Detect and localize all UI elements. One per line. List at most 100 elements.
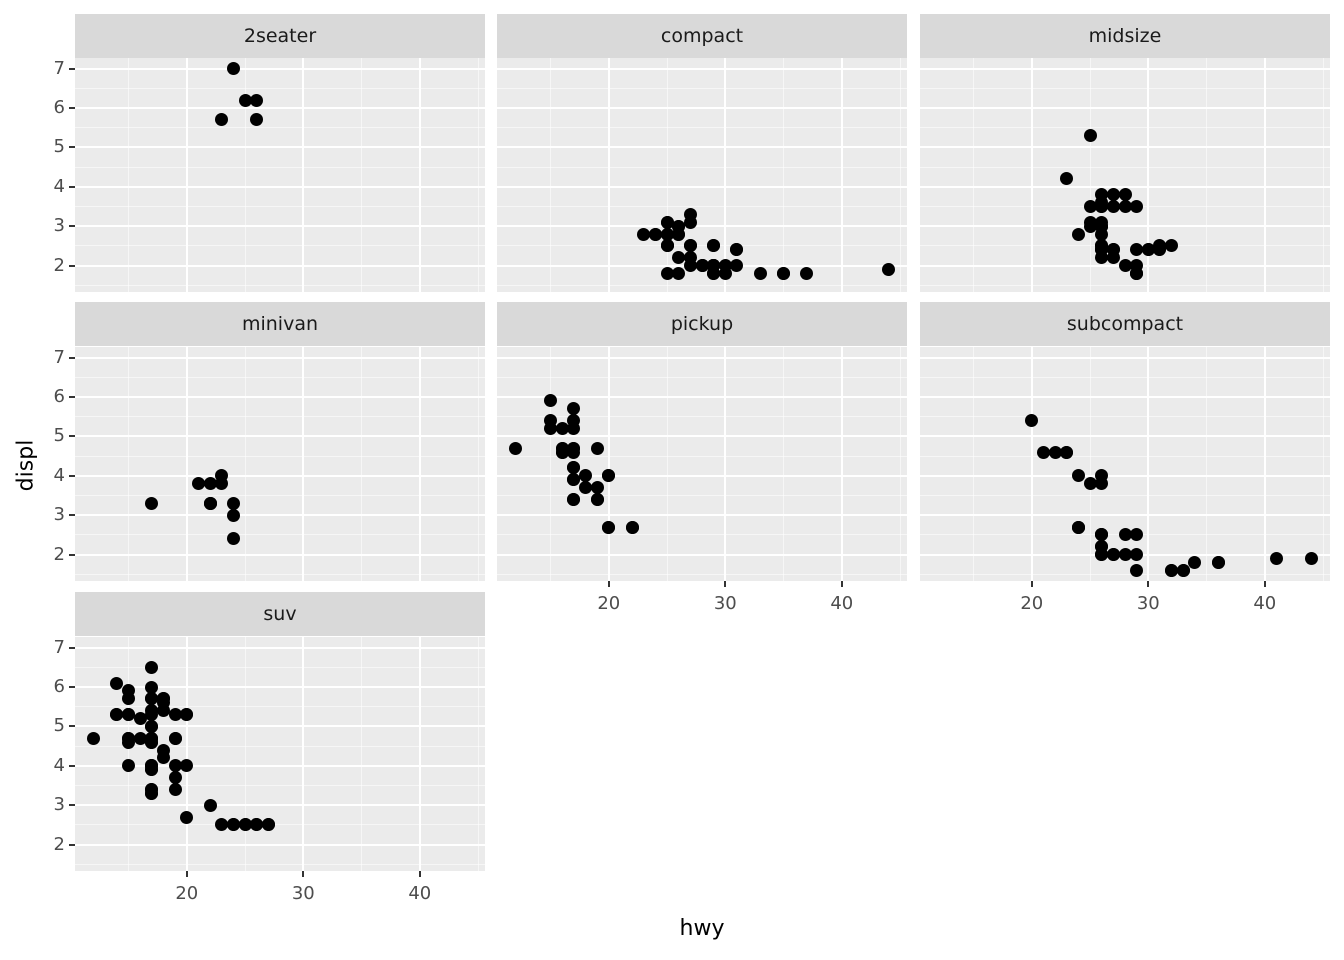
gridline-minor-x <box>1089 58 1091 292</box>
data-point <box>683 207 697 221</box>
gridline-minor-x <box>128 347 130 581</box>
gridline-minor-y <box>75 495 485 496</box>
data-point <box>180 810 194 824</box>
x-tick-label: 40 <box>408 883 432 904</box>
gridline-major-y <box>75 356 485 359</box>
y-tick-label: 3 <box>53 504 65 526</box>
data-point <box>1118 548 1132 562</box>
data-point <box>730 243 744 257</box>
gridline-minor-y <box>920 573 1330 575</box>
y-axis-tick <box>69 264 75 267</box>
gridline-major-y <box>920 225 1330 228</box>
data-point <box>1130 200 1144 213</box>
data-point <box>215 818 229 832</box>
gridline-minor-x <box>1322 58 1324 292</box>
gridline-major-y <box>920 67 1330 70</box>
facet-panel <box>75 637 485 871</box>
y-axis-tick <box>69 396 75 399</box>
gridline-minor-y <box>75 455 485 457</box>
y-tick-label: 3 <box>53 215 65 237</box>
gridline-major-y <box>920 146 1330 149</box>
data-point <box>226 532 240 546</box>
gridline-minor-y <box>75 666 485 668</box>
gridline-minor-y <box>497 455 907 457</box>
gridline-major-y <box>497 396 907 399</box>
data-point <box>203 477 217 491</box>
y-axis-title: displ <box>13 439 39 492</box>
gridline-minor-y <box>75 166 485 168</box>
gridline-minor-y <box>75 87 485 89</box>
gridline-major-x <box>1263 347 1266 581</box>
gridline-major-x <box>724 58 727 292</box>
facet-strip: subcompact <box>920 302 1330 346</box>
y-axis-tick <box>69 67 75 70</box>
x-tick-label: 40 <box>830 593 854 614</box>
gridline-major-y <box>75 804 485 807</box>
gridline-minor-y <box>920 87 1330 89</box>
facet-strip-label: pickup <box>670 313 734 335</box>
data-point <box>1048 445 1062 459</box>
gridline-minor-y <box>75 573 485 575</box>
data-point <box>133 731 147 745</box>
data-point <box>730 259 744 273</box>
data-point <box>145 496 159 510</box>
gridline-minor-x <box>550 58 552 292</box>
data-point <box>157 751 171 765</box>
y-tick-label: 2 <box>53 254 65 276</box>
gridline-minor-x <box>783 347 785 581</box>
data-point <box>555 422 569 436</box>
gridline-major-y <box>497 553 907 556</box>
data-point <box>122 692 136 706</box>
x-axis-title: hwy <box>679 916 725 941</box>
gridline-minor-y <box>497 573 907 575</box>
data-point <box>168 708 182 722</box>
data-point <box>660 215 674 229</box>
data-point <box>145 786 159 800</box>
y-axis-tick <box>69 843 75 846</box>
gridline-minor-x <box>783 58 785 292</box>
gridline-minor-x <box>899 347 901 581</box>
gridline-minor-y <box>920 376 1330 378</box>
data-point <box>191 477 205 491</box>
gridline-major-x <box>418 58 421 292</box>
data-point <box>637 227 651 241</box>
y-axis-tick <box>69 474 75 477</box>
data-point <box>672 251 686 265</box>
y-axis-tick <box>69 107 75 110</box>
data-point <box>1118 200 1132 213</box>
data-point <box>157 704 171 718</box>
x-tick-label: 40 <box>1253 593 1277 614</box>
y-axis-tick <box>69 764 75 767</box>
data-point <box>168 731 182 745</box>
data-point <box>1083 200 1097 213</box>
gridline-minor-x <box>899 58 901 292</box>
y-tick-label: 6 <box>53 97 65 119</box>
data-point <box>1304 552 1318 566</box>
gridline-major-y <box>75 435 485 438</box>
gridline-minor-x <box>1089 347 1091 581</box>
data-point <box>145 735 159 749</box>
data-point <box>695 259 709 273</box>
data-point <box>226 62 240 76</box>
gridline-minor-x <box>1322 347 1324 581</box>
facet-strip-label: suv <box>263 603 297 625</box>
data-point <box>1060 172 1074 186</box>
gridline-minor-y <box>75 863 485 865</box>
y-axis-tick <box>69 646 75 649</box>
data-point <box>672 219 686 233</box>
gridline-minor-x <box>361 347 363 581</box>
gridline-minor-x <box>477 347 479 581</box>
data-point <box>1211 555 1225 569</box>
data-point <box>215 469 229 483</box>
gridline-major-x <box>840 347 843 581</box>
data-point <box>180 708 194 722</box>
gridline-major-y <box>75 843 485 846</box>
gridline-major-y <box>920 396 1330 399</box>
gridline-minor-y <box>75 706 485 708</box>
gridline-major-y <box>497 356 907 359</box>
gridline-minor-y <box>497 416 907 418</box>
data-point <box>1095 251 1109 265</box>
gridline-major-x <box>1263 58 1266 292</box>
facet-panel <box>497 347 907 581</box>
